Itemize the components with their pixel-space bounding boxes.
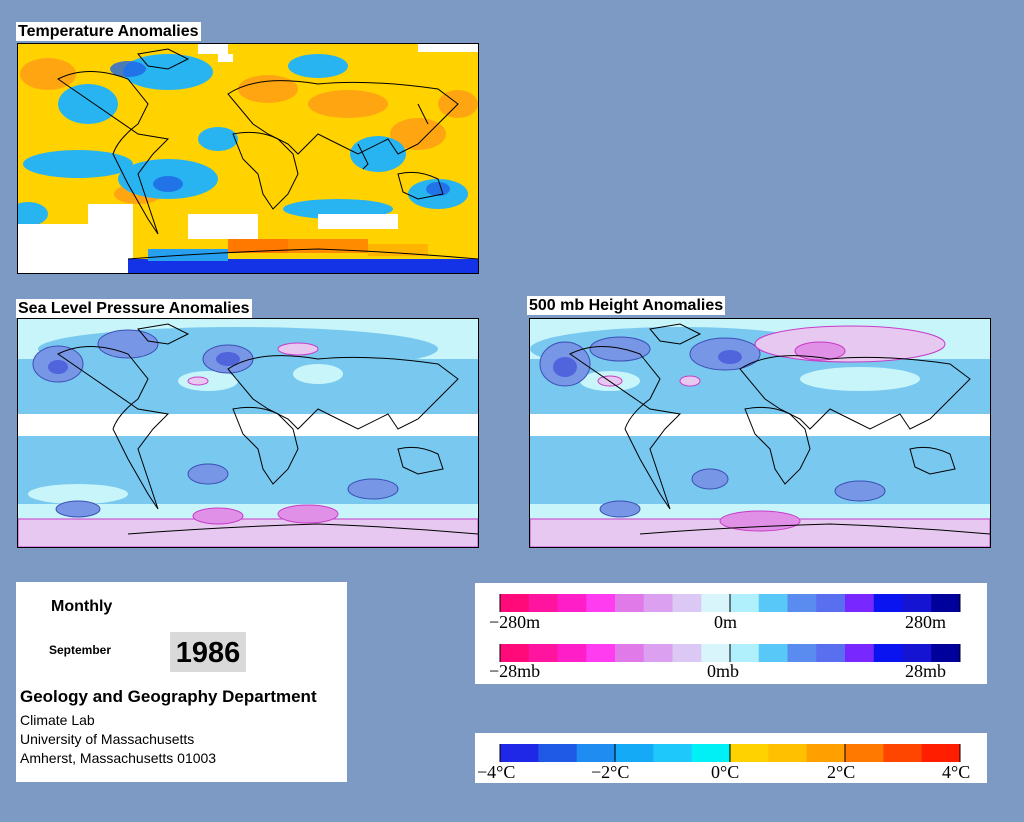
temperature-colorbar	[499, 744, 961, 762]
temperature-swatch	[921, 744, 961, 762]
temp-label-3: 2°C	[827, 762, 855, 782]
height-swatch	[615, 594, 645, 612]
height-label-max: 280m	[905, 612, 946, 632]
height-swatch	[528, 594, 558, 612]
frequency-label: Monthly	[51, 598, 113, 615]
temperature-swatch	[845, 744, 884, 762]
pressure-swatch	[845, 644, 875, 662]
height-swatch	[902, 594, 932, 612]
university-label: University of Massachusetts	[20, 731, 195, 747]
slp-anomaly-map	[17, 318, 479, 548]
temperature-swatch	[730, 744, 769, 762]
height-swatch	[845, 594, 875, 612]
height-swatch	[730, 594, 760, 612]
pressure-swatch	[873, 644, 903, 662]
temperature-swatch	[883, 744, 923, 762]
height-swatch	[586, 594, 616, 612]
pressure-label-min: −28mb	[489, 661, 540, 681]
year-label: 1986	[170, 632, 246, 672]
temperature-swatch	[768, 744, 808, 762]
temp-label-1: −2°C	[591, 762, 629, 782]
temperature-swatch	[538, 744, 578, 762]
pressure-swatch	[528, 644, 558, 662]
temperature-map-title: Temperature Anomalies	[16, 22, 201, 41]
pressure-swatch	[758, 644, 788, 662]
height-swatch	[643, 594, 673, 612]
pressure-swatch	[931, 644, 961, 662]
height-pressure-legend: −280m 0m 280m −28mb 0mb 28mb	[475, 583, 987, 684]
height-swatch	[816, 594, 846, 612]
height-swatch	[701, 594, 731, 612]
pressure-swatch	[902, 644, 932, 662]
pressure-swatch	[816, 644, 846, 662]
lab-label: Climate Lab	[20, 712, 95, 728]
pressure-swatch	[672, 644, 702, 662]
temperature-swatch	[653, 744, 693, 762]
temp-label-4: 4°C	[942, 762, 970, 782]
temperature-legend: −4°C −2°C 0°C 2°C 4°C	[475, 733, 987, 783]
temperature-swatch	[615, 744, 654, 762]
slp-map-title: Sea Level Pressure Anomalies	[16, 299, 252, 318]
pressure-swatch	[730, 644, 760, 662]
height-swatch	[557, 594, 587, 612]
height-swatch	[758, 594, 788, 612]
height-label-zero: 0m	[714, 612, 737, 632]
pressure-colorbar	[499, 644, 961, 662]
pressure-swatch	[701, 644, 731, 662]
height500-anomaly-map	[529, 318, 991, 548]
temperature-swatch	[806, 744, 846, 762]
pressure-label-zero: 0mb	[707, 661, 739, 681]
height-swatch	[931, 594, 961, 612]
height500-map-title: 500 mb Height Anomalies	[527, 296, 726, 315]
pressure-swatch	[643, 644, 673, 662]
pressure-swatch	[586, 644, 616, 662]
temperature-anomaly-map	[17, 43, 479, 274]
temperature-swatch	[500, 744, 539, 762]
pressure-label-max: 28mb	[905, 661, 946, 681]
month-label: September	[49, 643, 112, 657]
temperature-swatch	[691, 744, 731, 762]
height-colorbar	[499, 594, 961, 612]
height-label-min: −280m	[489, 612, 540, 632]
height-swatch	[672, 594, 702, 612]
pressure-swatch	[615, 644, 645, 662]
height-swatch	[787, 594, 817, 612]
temp-label-0: −4°C	[477, 762, 515, 782]
temperature-swatch	[576, 744, 616, 762]
pressure-swatch	[557, 644, 587, 662]
height-swatch	[500, 594, 530, 612]
department-label: Geology and Geography Department	[20, 687, 317, 706]
temp-label-2: 0°C	[711, 762, 739, 782]
pressure-swatch	[500, 644, 530, 662]
pressure-swatch	[787, 644, 817, 662]
height-swatch	[873, 594, 903, 612]
address-label: Amherst, Massachusetts 01003	[20, 750, 217, 766]
info-panel: Monthly September 1986 Geology and Geogr…	[16, 582, 347, 782]
